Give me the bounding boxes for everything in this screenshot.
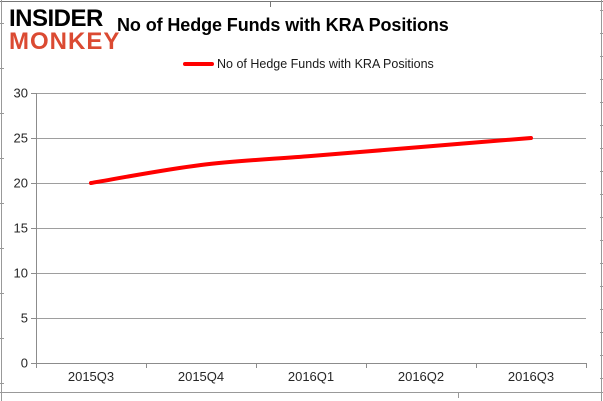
y-tick-label: 20: [14, 176, 28, 191]
x-tick-label: 2016Q1: [288, 369, 334, 384]
x-tick-label: 2015Q4: [178, 369, 224, 384]
y-tick-label: 25: [14, 131, 28, 146]
series-line: [89, 136, 533, 185]
y-tick-label: 0: [21, 356, 28, 371]
x-tick-label: 2016Q2: [398, 369, 444, 384]
y-tick-label: 10: [14, 266, 28, 281]
legend-line-swatch: [183, 62, 214, 66]
legend: No of Hedge Funds with KRA Positions: [183, 57, 434, 71]
y-tick-label: 30: [14, 86, 28, 101]
y-tick-label: 15: [14, 221, 28, 236]
x-tick-label: 2015Q3: [68, 369, 114, 384]
y-tick-label: 5: [21, 311, 28, 326]
logo-insider-text: INSIDER: [9, 5, 103, 32]
logo-monkey-text: MONKEY: [9, 28, 121, 56]
x-tick-label: 2016Q3: [508, 369, 554, 384]
legend-label: No of Hedge Funds with KRA Positions: [217, 57, 434, 71]
insider-monkey-logo: INSIDER MONKEY: [9, 5, 121, 56]
chart-title: No of Hedge Funds with KRA Positions: [117, 15, 449, 35]
